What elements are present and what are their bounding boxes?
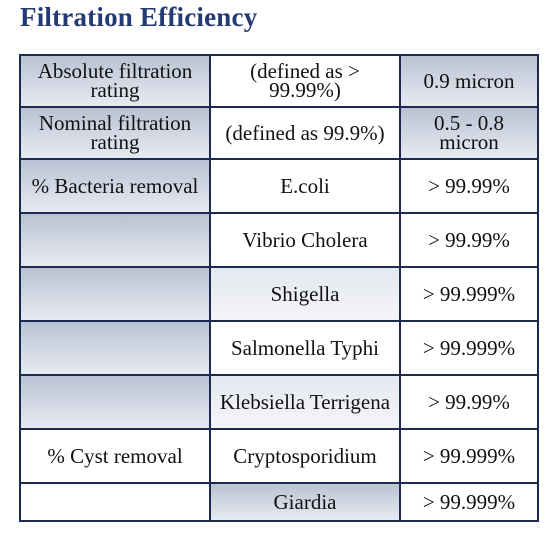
table-cell: Klebsiella Terrigena xyxy=(211,376,399,428)
table-cell: Salmonella Typhi xyxy=(211,322,399,374)
table-cell: Nominal filtration rating xyxy=(21,108,209,158)
table-cell: > 99.99% xyxy=(401,376,537,428)
table-cell: (defined as 99.9%) xyxy=(211,108,399,158)
table-cell: 0.5 - 0.8 micron xyxy=(401,108,537,158)
table-cell: > 99.999% xyxy=(401,322,537,374)
table-cell: > 99.999% xyxy=(401,268,537,320)
table-cell: > 99.999% xyxy=(401,430,537,482)
table-cell: (defined as > 99.99%) xyxy=(211,56,399,106)
table-cell xyxy=(21,322,209,374)
table-cell: E.coli xyxy=(211,160,399,212)
table-cell: Vibrio Cholera xyxy=(211,214,399,266)
table-cell: > 99.99% xyxy=(401,160,537,212)
table-title: Filtration Efficiency xyxy=(20,2,258,32)
table-cell: Cryptosporidium xyxy=(211,430,399,482)
table-cell: Giardia xyxy=(211,484,399,520)
table-cell: % Bacteria removal xyxy=(21,160,209,212)
table-cell xyxy=(21,268,209,320)
filtration-table: Absolute filtration rating (defined as >… xyxy=(19,54,539,522)
table-cell xyxy=(21,214,209,266)
table-cell: Shigella xyxy=(211,268,399,320)
table-cell: Absolute filtration rating xyxy=(21,56,209,106)
table-cell xyxy=(21,484,209,520)
table-cell: > 99.99% xyxy=(401,214,537,266)
table-cell: 0.9 micron xyxy=(401,56,537,106)
table-cell: % Cyst removal xyxy=(21,430,209,482)
table-cell: > 99.999% xyxy=(401,484,537,520)
table-cell xyxy=(21,376,209,428)
